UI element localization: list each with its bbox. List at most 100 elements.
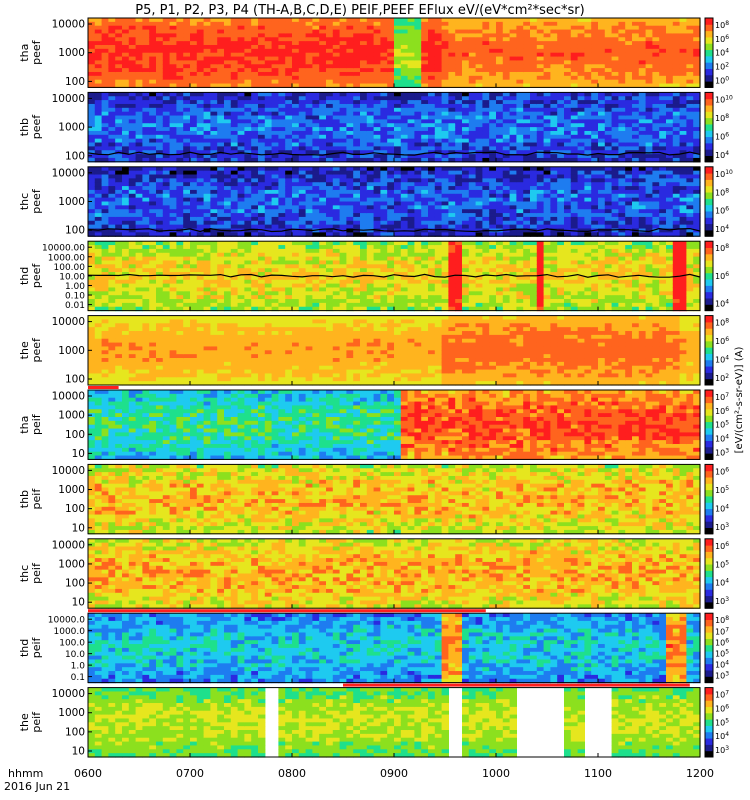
heatmap-cell <box>122 197 130 203</box>
heatmap-cell <box>190 44 198 50</box>
heatmap-cell <box>264 134 273 140</box>
heatmap-cell <box>618 157 626 163</box>
heatmap-cell <box>428 33 436 38</box>
heatmap-cell <box>285 193 293 199</box>
heatmap-cell <box>502 174 511 179</box>
y-tick-label: 100 <box>65 225 85 237</box>
heatmap-cell <box>230 52 239 58</box>
heatmap-cell <box>196 186 205 191</box>
heatmap-cell <box>462 182 470 187</box>
heatmap-cell <box>387 75 395 81</box>
heatmap-cell <box>94 107 103 113</box>
heatmap-cell <box>244 68 252 73</box>
heatmap-cell <box>509 44 517 50</box>
heatmap-cell <box>441 127 449 132</box>
heatmap-cell <box>428 197 436 203</box>
y-tick-label: 10000 <box>52 19 85 31</box>
heatmap-cell <box>271 134 279 140</box>
heatmap-cell <box>190 138 198 144</box>
heatmap-cell <box>319 92 327 97</box>
heatmap-cell <box>672 96 681 101</box>
heatmap-cell <box>448 18 456 23</box>
heatmap-cell <box>332 79 341 85</box>
heatmap-cell <box>237 92 245 97</box>
heatmap-cell <box>489 60 497 65</box>
heatmap-cell <box>353 75 361 81</box>
heatmap-cell <box>577 25 585 31</box>
colorbar-tick-label: 104 <box>715 48 729 58</box>
heatmap-cell <box>353 166 361 172</box>
heatmap-cell <box>400 186 409 191</box>
heatmap-cell <box>516 174 524 179</box>
heatmap-cell <box>482 154 490 159</box>
heatmap-cell <box>468 123 477 128</box>
heatmap-cell <box>468 111 477 117</box>
heatmap-cell <box>523 21 531 27</box>
heatmap-cell <box>638 123 647 128</box>
heatmap-cell <box>543 178 551 183</box>
heatmap-cell <box>115 127 123 132</box>
heatmap-cell <box>94 68 103 73</box>
y-axis-label-quantity: peef <box>30 39 43 65</box>
heatmap-cell <box>482 41 490 46</box>
heatmap-cell <box>407 48 415 54</box>
heatmap-cell <box>244 197 252 203</box>
heatmap-cell <box>468 142 477 147</box>
heatmap-cell <box>693 92 701 97</box>
heatmap-cell <box>203 186 211 191</box>
heatmap-cell <box>672 56 681 62</box>
heatmap-cell <box>679 174 687 179</box>
heatmap-cell <box>88 123 96 128</box>
heatmap-cell <box>455 209 463 214</box>
heatmap-cell <box>652 220 660 226</box>
heatmap-cell <box>162 138 171 144</box>
heatmap-cell <box>346 41 354 46</box>
heatmap-cell <box>584 130 592 136</box>
heatmap-cell <box>414 33 422 38</box>
heatmap-cell <box>176 220 184 226</box>
heatmap-cell <box>645 138 653 144</box>
heatmap-cell <box>237 83 245 88</box>
heatmap-cell <box>108 186 116 191</box>
heatmap-cell <box>217 123 225 128</box>
heatmap-cell <box>611 64 619 69</box>
heatmap-cell <box>339 18 347 23</box>
heatmap-cell <box>271 205 279 210</box>
heatmap-cell <box>183 228 191 233</box>
heatmap-cell <box>176 146 184 151</box>
heatmap-cell <box>373 52 381 58</box>
heatmap-cell <box>339 29 347 35</box>
heatmap-cell <box>135 75 143 81</box>
heatmap-cell <box>244 56 252 62</box>
heatmap-cell <box>530 186 538 191</box>
heatmap-cell <box>543 201 551 206</box>
heatmap-cell <box>496 44 504 50</box>
heatmap-cell <box>346 33 354 38</box>
heatmap-cell <box>285 115 293 120</box>
heatmap-cell <box>312 216 320 222</box>
heatmap-cell <box>298 44 307 50</box>
heatmap-cell <box>380 205 388 210</box>
heatmap-cell <box>489 201 497 206</box>
heatmap-cell <box>414 75 422 81</box>
heatmap-cell <box>557 209 565 214</box>
heatmap-cell <box>258 71 266 77</box>
heatmap-cell <box>468 79 477 85</box>
heatmap-cell <box>332 228 341 233</box>
heatmap-cell <box>652 166 660 172</box>
heatmap-cell <box>496 29 504 35</box>
heatmap-cell <box>339 25 347 31</box>
heatmap-cell <box>652 119 660 124</box>
heatmap-cell <box>380 186 388 191</box>
heatmap-cell <box>244 52 252 58</box>
heatmap-cell <box>162 123 171 128</box>
colorbar-step <box>705 24 713 32</box>
heatmap-cell <box>530 60 538 65</box>
heatmap-cell <box>176 33 184 38</box>
heatmap-cell <box>115 123 123 128</box>
heatmap-cell <box>618 64 626 69</box>
heatmap-cell <box>122 75 130 81</box>
heatmap-cell <box>128 138 137 144</box>
heatmap-cell <box>244 79 252 85</box>
heatmap-cell <box>251 232 259 237</box>
